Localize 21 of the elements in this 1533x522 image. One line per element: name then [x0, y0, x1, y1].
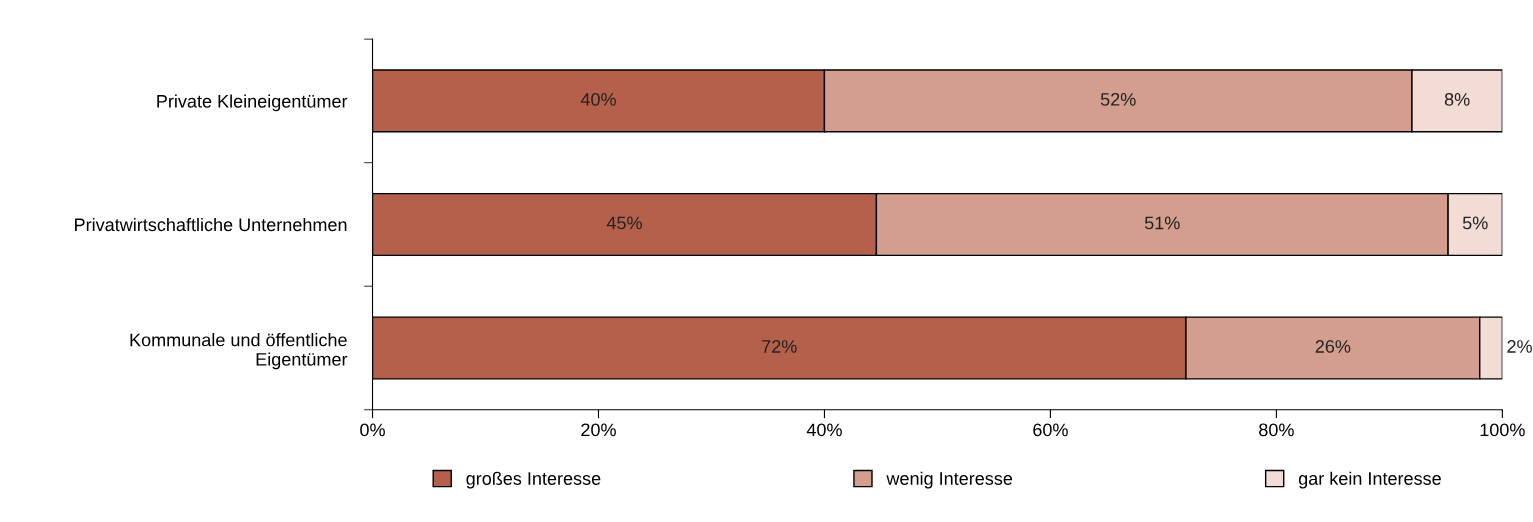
legend-label: wenig Interesse: [886, 471, 1013, 489]
x-tick-label: 20%: [581, 423, 616, 437]
data-label: 52%: [1100, 92, 1136, 106]
data-label: 26%: [1315, 340, 1351, 353]
x-tick-label: 100%: [1480, 423, 1525, 437]
data-label: 5%: [1462, 216, 1488, 230]
x-tick-label: 80%: [1259, 423, 1294, 437]
data-label: 8%: [1444, 92, 1470, 106]
x-tick-label: 40%: [806, 423, 842, 437]
legend-label: gar kein Interesse: [1298, 471, 1441, 489]
y-tick-label: Privatwirtschaftliche Unternehmen: [75, 217, 347, 232]
data-label: 72%: [762, 340, 797, 353]
y-tick-label: Private Kleineigentümer: [157, 94, 348, 112]
data-label: 40%: [580, 92, 616, 106]
y-tick-label: Kommunale und öffentliche Eigentümer: [130, 333, 348, 370]
data-label: 2%: [1507, 340, 1532, 353]
data-label: 51%: [1144, 216, 1180, 230]
legend-label: großes Interesse: [466, 471, 601, 489]
x-tick-label: 0%: [360, 423, 385, 437]
x-tick-label: 60%: [1033, 423, 1068, 437]
data-label: 45%: [606, 216, 642, 230]
